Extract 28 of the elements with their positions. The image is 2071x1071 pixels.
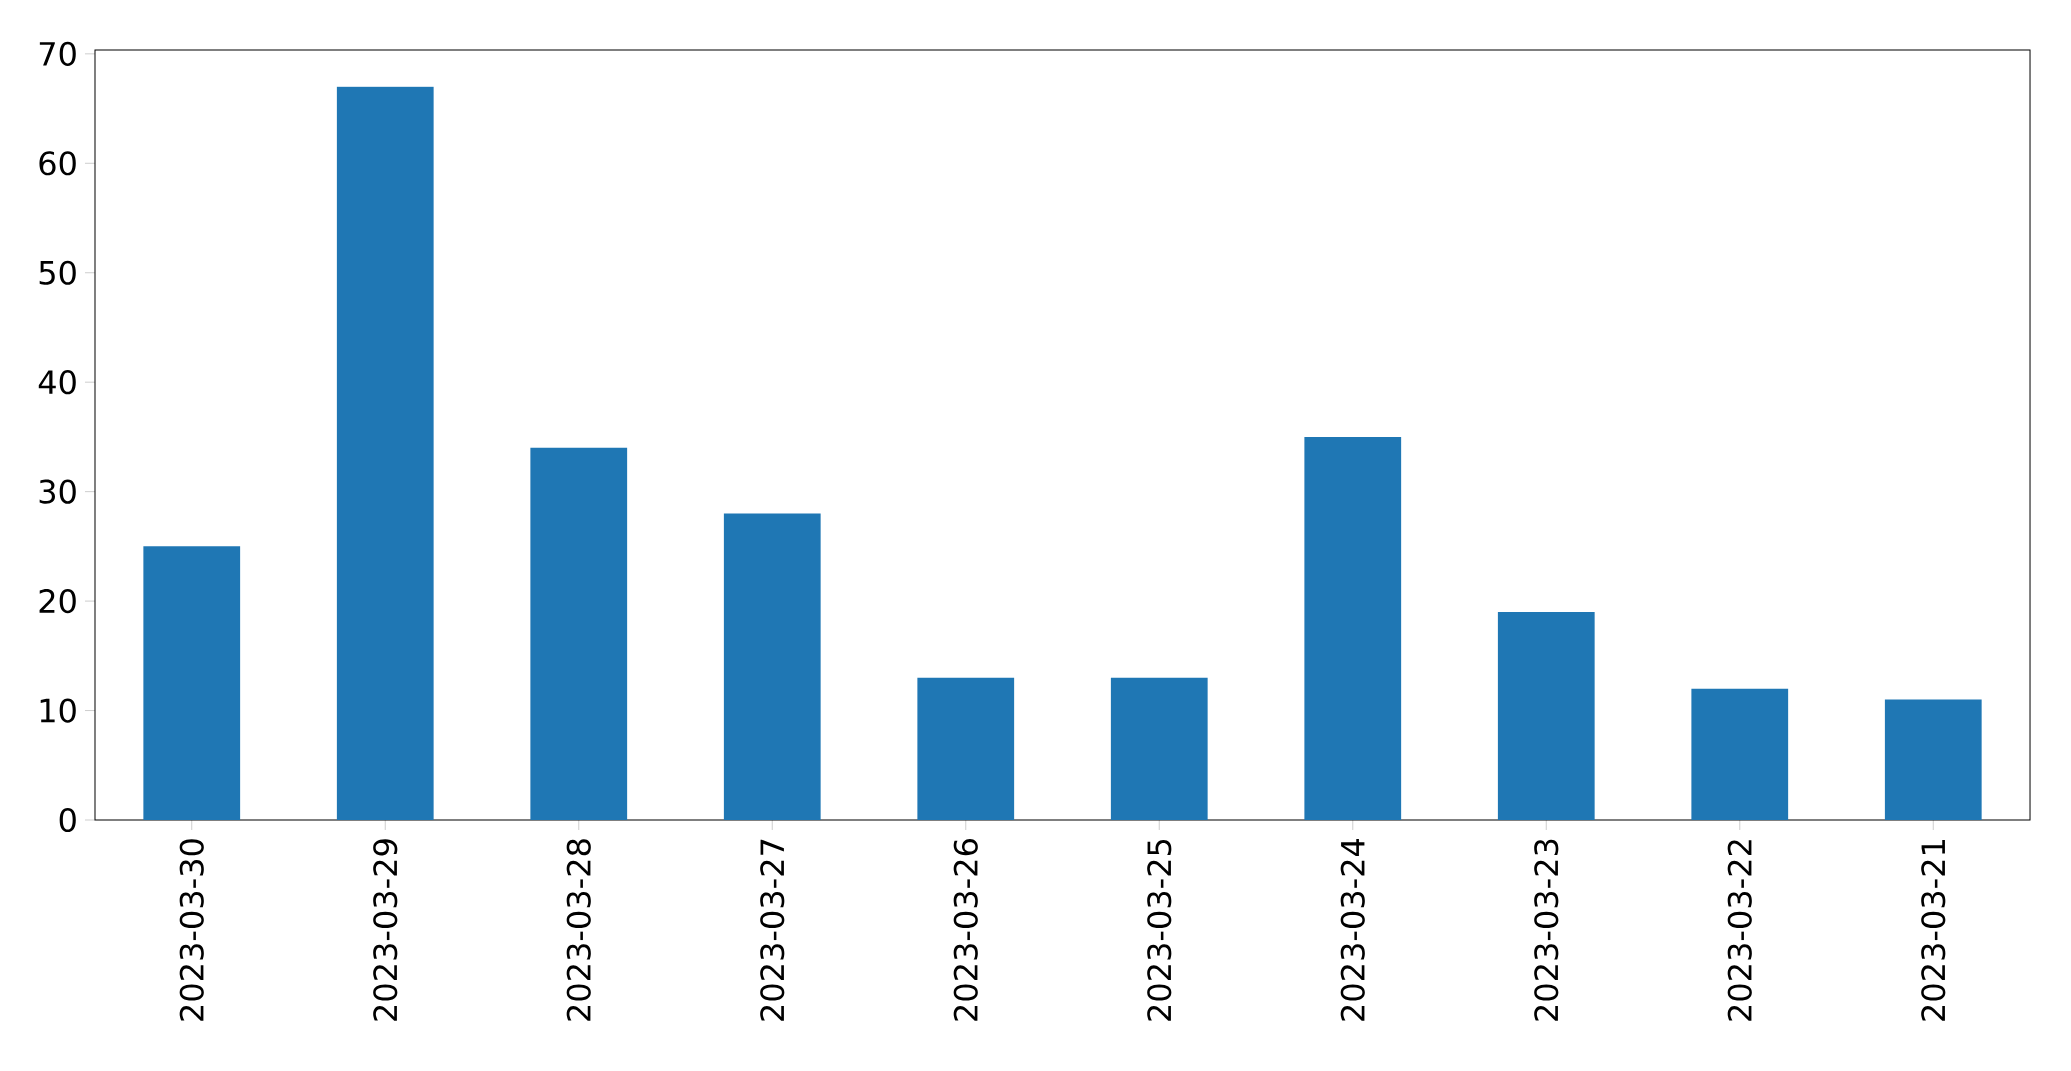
bar — [1691, 688, 1789, 820]
bar — [1884, 699, 1982, 820]
bar — [530, 447, 628, 820]
y-tick-label: 50 — [39, 260, 76, 285]
bar — [143, 546, 241, 820]
x-tick-label: 2023-03-23 — [1534, 839, 1559, 1021]
y-tick-label: 70 — [39, 41, 76, 66]
y-tick-label: 20 — [39, 589, 76, 614]
y-tick-label: 30 — [39, 479, 76, 504]
y-tick-label: 10 — [40, 698, 76, 723]
x-tick-label: 2023-03-30 — [179, 839, 204, 1021]
bar — [336, 86, 434, 820]
y-tick-label: 60 — [39, 151, 76, 176]
x-tick-label: 2023-03-28 — [566, 839, 591, 1021]
y-tick-label: 40 — [38, 370, 76, 395]
x-tick-label: 2023-03-26 — [953, 839, 978, 1021]
x-tick-label: 2023-03-29 — [373, 839, 398, 1021]
x-tick-label: 2023-03-21 — [1921, 840, 1946, 1021]
x-tick-label: 2023-03-24 — [1340, 838, 1365, 1021]
bar — [917, 677, 1015, 820]
bar — [723, 513, 821, 820]
x-tick-label: 2023-03-22 — [1727, 840, 1752, 1021]
y-tick-label: 0 — [59, 807, 76, 833]
bar — [1304, 436, 1402, 820]
x-tick-label: 2023-03-27 — [760, 839, 785, 1021]
bar — [1110, 677, 1208, 820]
x-tick-label: 2023-03-25 — [1147, 839, 1172, 1021]
bar — [1497, 612, 1595, 820]
